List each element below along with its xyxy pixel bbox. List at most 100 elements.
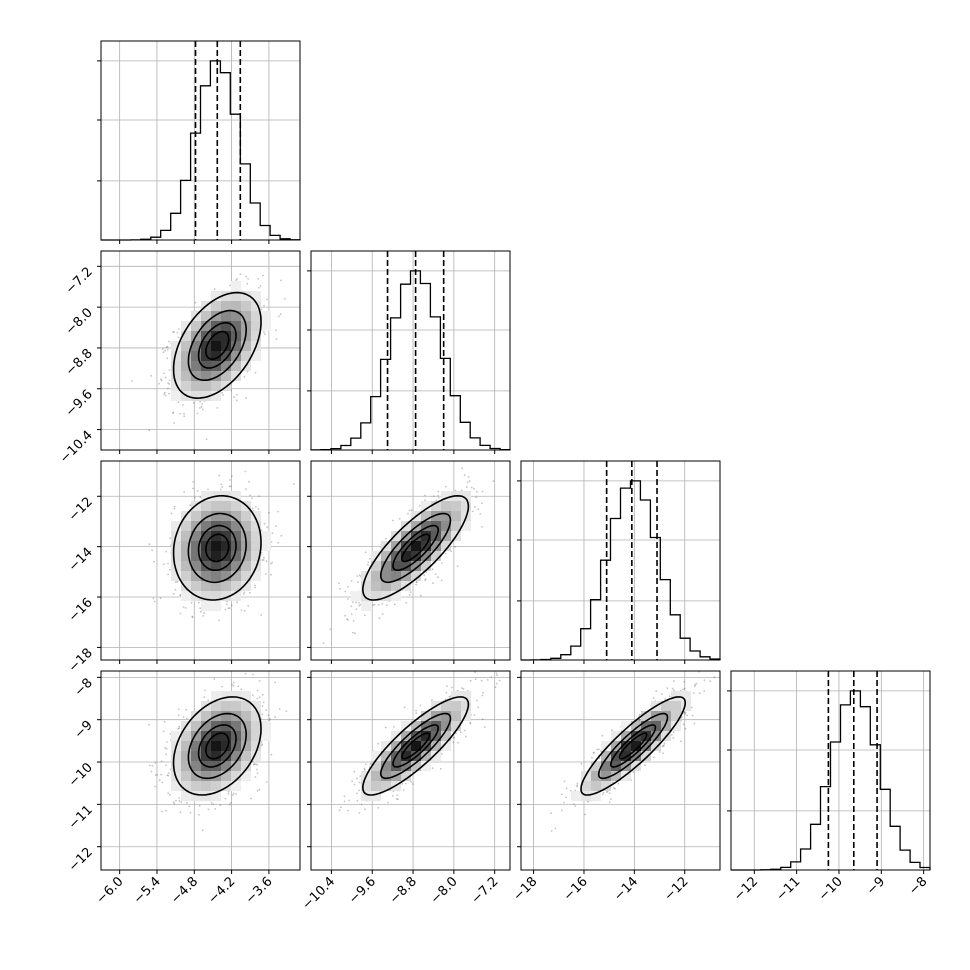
scatter-point	[160, 760, 163, 763]
scatter-point	[167, 562, 170, 565]
scatter-point	[207, 808, 210, 811]
scatter-point	[178, 800, 181, 802]
scatter-point	[182, 403, 184, 406]
scatter-point	[182, 716, 185, 718]
density-cell	[261, 541, 271, 551]
scatter-point	[169, 537, 172, 540]
density-cell	[241, 511, 251, 521]
density-cell	[201, 321, 211, 331]
scatter-point	[262, 559, 265, 561]
scatter-point	[168, 772, 170, 775]
density-cell	[261, 311, 271, 321]
scatter-point	[154, 762, 157, 764]
scatter-point	[165, 346, 168, 348]
scatter-point	[179, 811, 182, 814]
scatter-point	[236, 601, 239, 604]
density-cell	[231, 581, 241, 591]
scatter-point	[260, 744, 263, 747]
scatter-point	[167, 382, 170, 384]
scatter-point	[244, 470, 247, 473]
density-cell	[381, 551, 391, 561]
density-cell	[361, 601, 371, 611]
density-cell	[251, 571, 261, 581]
scatter-point	[249, 494, 252, 497]
scatter-point	[212, 803, 215, 806]
density-cell	[231, 511, 241, 521]
scatter-point	[481, 502, 483, 505]
density-cell	[231, 561, 241, 571]
scatter-point	[251, 497, 253, 500]
density-cell	[181, 561, 191, 571]
density-cell	[371, 591, 381, 601]
scatter-point	[214, 808, 217, 810]
density-cell	[211, 561, 221, 571]
scatter-point	[256, 764, 259, 766]
density-cell	[171, 371, 181, 381]
scatter-point	[236, 393, 238, 396]
scatter-point	[435, 499, 438, 501]
density-cell	[241, 351, 251, 361]
density-cell	[181, 371, 191, 381]
density-cell	[191, 361, 201, 371]
scatter-point	[329, 628, 332, 631]
scatter-point	[167, 573, 170, 576]
density-cell	[231, 351, 241, 361]
scatter-point	[153, 600, 156, 603]
density-cell	[191, 371, 201, 381]
density-cell	[251, 301, 261, 311]
scatter-point	[226, 600, 228, 603]
scatter-point	[351, 631, 354, 634]
contour-line	[205, 330, 230, 361]
density-cell	[191, 571, 201, 581]
scatter-point	[263, 304, 265, 307]
density-cell	[231, 311, 241, 321]
density-cell	[201, 521, 211, 531]
density-cell	[441, 491, 451, 501]
scatter-point	[266, 298, 268, 301]
scatter-point	[255, 506, 257, 508]
density-cell	[201, 491, 211, 501]
density-cell	[461, 491, 471, 501]
density-cell	[411, 541, 421, 551]
density-cell	[421, 501, 431, 511]
scatter-point	[231, 475, 233, 478]
scatter-point	[224, 797, 227, 800]
density-cell	[231, 371, 241, 381]
scatter-point	[222, 394, 225, 396]
scatter-point	[265, 781, 268, 783]
scatter-point	[267, 511, 270, 514]
density-cell	[381, 561, 391, 571]
scatter-point	[293, 483, 295, 485]
scatter-point	[179, 412, 181, 415]
density-cell	[231, 341, 241, 351]
density-cell	[191, 341, 201, 351]
density-cell	[191, 381, 201, 391]
density-cell	[211, 591, 221, 601]
scatter-point	[352, 620, 355, 622]
scatter-point	[186, 801, 188, 804]
density-cell	[171, 551, 181, 561]
scatter-point	[180, 801, 183, 803]
density-cell	[261, 321, 271, 331]
density-cell	[171, 391, 181, 401]
density-cell	[221, 541, 231, 551]
scatter-point	[415, 581, 418, 583]
density-cell	[231, 521, 241, 531]
scatter-point	[159, 597, 162, 600]
scatter-point	[251, 247, 253, 249]
scatter-point	[240, 688, 243, 691]
scatter-point	[202, 615, 205, 617]
scatter-point	[162, 351, 165, 354]
scatter-point	[347, 598, 349, 600]
scatter-point	[271, 532, 274, 534]
scatter-point	[188, 805, 191, 808]
scatter-point	[267, 714, 270, 716]
scatter-point	[322, 642, 325, 644]
scatter-point	[243, 591, 246, 594]
scatter-point	[207, 488, 209, 491]
density-cell	[261, 531, 271, 541]
scatter-point	[433, 495, 435, 497]
scatter-point	[256, 689, 259, 692]
density-cell	[241, 311, 251, 321]
scatter-point	[228, 607, 231, 609]
